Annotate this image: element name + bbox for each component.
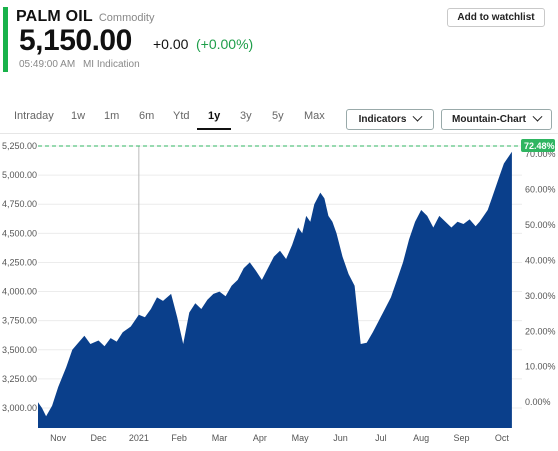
y-right-tick-label: 60.00% — [525, 184, 556, 194]
y-left-tick-label: 3,000.00 — [2, 403, 37, 413]
y-right-tick-label: 10.00% — [525, 362, 556, 372]
x-tick-label: Jul — [375, 433, 387, 443]
y-left-tick-label: 3,500.00 — [2, 345, 37, 355]
instrument-name: PALM OIL — [16, 8, 93, 25]
last-price: 5,150.00 — [19, 24, 132, 57]
chart-type-label: Mountain-Chart — [452, 114, 526, 125]
tab-1m[interactable]: 1m — [104, 110, 120, 122]
quote-timestamp: 05:49:00 AM MI Indication — [19, 59, 140, 70]
tab-max[interactable]: Max — [304, 110, 325, 122]
last-value-marker: 72.48% — [521, 139, 555, 152]
indicators-dropdown[interactable]: Indicators — [346, 109, 434, 130]
x-tick-label: Jun — [333, 433, 348, 443]
last-value-marker-bg — [521, 139, 555, 152]
y-right-tick-label: 70.00% — [525, 149, 556, 159]
y-left-tick-label: 4,750.00 — [2, 199, 37, 209]
price-change-absolute: +0.00 — [153, 36, 189, 52]
x-tick-label: 2021 — [129, 433, 149, 443]
left-axis: 3,000.00 3,250.00 3,500.00 3,750.00 4,000.00… — [2, 141, 37, 413]
title-row: PALM OIL Commodity — [16, 8, 154, 26]
y-left-tick-label: 4,000.00 — [2, 287, 37, 297]
last-value-marker-label: 72.48% — [524, 141, 555, 151]
tab-ytd[interactable]: Ytd — [173, 110, 190, 122]
indicators-label: Indicators — [358, 114, 407, 125]
x-tick-label: Mar — [212, 433, 228, 443]
chart-grid — [38, 145, 522, 409]
y-left-tick-label: 3,250.00 — [2, 374, 37, 384]
toolbar-divider — [0, 133, 558, 134]
x-axis: Nov Dec 2021 Feb Mar Apr May Jun Jul Aug Sep Oct — [50, 433, 509, 443]
price-change-percent: (+0.00%) — [196, 36, 254, 52]
x-tick-label: Aug — [413, 433, 429, 443]
add-to-watchlist-button[interactable]: Add to watchlist — [447, 8, 545, 27]
chevron-down-icon — [412, 111, 423, 122]
instrument-type: Commodity — [98, 12, 155, 24]
tab-1w[interactable]: 1w — [71, 110, 86, 122]
chart-type-dropdown[interactable]: Mountain-Chart — [441, 109, 552, 130]
x-tick-label: Feb — [171, 433, 187, 443]
y-left-tick-label: 4,500.00 — [2, 228, 37, 238]
price-accent-bar — [3, 7, 8, 72]
quote-indication: MI Indication — [82, 59, 140, 70]
tab-3y[interactable]: 3y — [240, 110, 252, 122]
range-tabs: Intraday 1w 1m 6m Ytd 1y 3y 5y Max — [0, 108, 340, 130]
tab-5y[interactable]: 5y — [272, 110, 284, 122]
y-left-tick-label: 5,250.00 — [2, 141, 37, 151]
quote-time: 05:49:00 AM — [19, 59, 76, 70]
x-tick-label: Nov — [50, 433, 67, 443]
y-right-tick-label: 20.00% — [525, 326, 556, 336]
y-left-tick-label: 4,250.00 — [2, 257, 37, 267]
y-left-tick-label: 5,000.00 — [2, 170, 37, 180]
y-right-tick-label: 50.00% — [525, 220, 556, 230]
y-right-tick-label: 40.00% — [525, 255, 556, 265]
x-tick-label: Sep — [453, 433, 469, 443]
x-tick-label: Oct — [495, 433, 510, 443]
right-axis: 0.00% 10.00% 20.00% 30.00% 40.00% 50.00% 60.00… — [525, 149, 556, 407]
tab-intraday[interactable]: Intraday — [14, 110, 54, 122]
tab-1y[interactable]: 1y — [208, 110, 221, 122]
x-tick-label: Apr — [253, 433, 267, 443]
price-area — [38, 151, 512, 429]
tab-6m[interactable]: 6m — [139, 110, 155, 122]
x-tick-label: Dec — [90, 433, 107, 443]
x-tick-label: May — [292, 433, 310, 443]
chevron-down-icon — [532, 111, 543, 122]
y-left-tick-label: 3,750.00 — [2, 316, 37, 326]
y-right-tick-label: 0.00% — [525, 397, 551, 407]
active-tab-indicator — [197, 128, 231, 130]
y-right-tick-label: 30.00% — [525, 291, 556, 301]
